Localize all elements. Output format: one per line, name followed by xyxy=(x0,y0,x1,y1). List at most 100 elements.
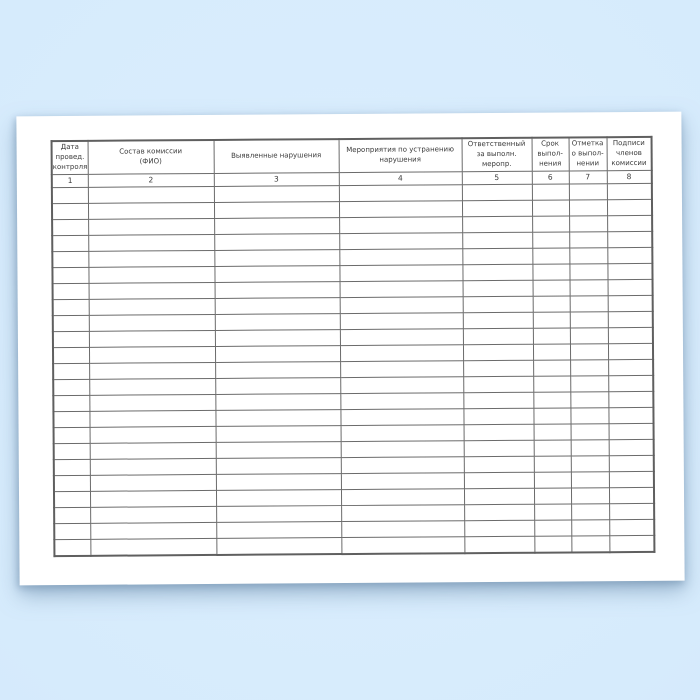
empty-cell xyxy=(216,521,342,539)
column-header-8: Подписи членов комиссии xyxy=(606,136,652,171)
empty-cell xyxy=(89,378,216,396)
empty-cell xyxy=(462,264,533,281)
empty-cell xyxy=(215,473,341,491)
empty-cell xyxy=(339,232,463,250)
empty-cell xyxy=(608,487,655,504)
empty-cell xyxy=(54,539,91,557)
empty-cell xyxy=(570,359,609,376)
empty-cell xyxy=(52,315,89,332)
empty-cell xyxy=(570,375,609,392)
empty-cell xyxy=(213,201,340,219)
empty-cell xyxy=(214,265,340,283)
empty-cell xyxy=(216,537,342,555)
empty-cell xyxy=(339,344,464,362)
document-sheet: Дата провед. контроля Состав комиссии (ФИ… xyxy=(16,111,685,586)
empty-cell xyxy=(531,199,570,217)
empty-cell xyxy=(607,247,653,264)
column-number-4: 4 xyxy=(338,171,462,186)
empty-cell xyxy=(53,411,90,428)
empty-cell xyxy=(88,314,215,332)
column-header-4: Мероприятия по устранению нарушения xyxy=(338,138,462,173)
empty-cell xyxy=(54,523,91,540)
empty-cell xyxy=(607,295,653,312)
table-row xyxy=(54,535,655,557)
empty-cell xyxy=(215,377,341,395)
empty-cell xyxy=(340,440,464,458)
empty-cell xyxy=(340,376,464,394)
empty-cell xyxy=(533,359,571,377)
empty-cell xyxy=(214,345,341,363)
empty-cell xyxy=(53,459,90,476)
empty-cell xyxy=(214,249,340,267)
empty-cell xyxy=(215,441,341,459)
empty-cell xyxy=(339,328,463,346)
empty-cell xyxy=(533,391,571,409)
empty-cell xyxy=(533,487,572,505)
empty-cell xyxy=(215,489,342,507)
empty-cell xyxy=(531,183,569,201)
empty-cell xyxy=(214,233,340,251)
empty-cell xyxy=(570,455,609,472)
empty-cell xyxy=(570,439,609,456)
empty-cell xyxy=(463,392,534,409)
empty-cell xyxy=(214,313,340,331)
empty-cell xyxy=(571,503,610,520)
empty-cell xyxy=(89,442,216,460)
empty-cell xyxy=(569,295,608,312)
empty-cell xyxy=(569,327,608,344)
empty-cell xyxy=(607,215,653,232)
empty-cell xyxy=(341,520,465,538)
empty-cell xyxy=(89,362,216,380)
empty-cell xyxy=(607,231,653,248)
empty-cell xyxy=(533,407,571,425)
empty-cell xyxy=(534,535,572,553)
empty-cell xyxy=(215,457,341,475)
empty-cell xyxy=(215,361,341,379)
empty-cell xyxy=(90,538,217,556)
empty-cell xyxy=(607,327,653,344)
column-header-6: Срок выпол- нения xyxy=(531,137,569,172)
empty-cell xyxy=(532,343,571,361)
empty-cell xyxy=(215,409,341,427)
empty-cell xyxy=(532,247,570,265)
table-header-row: Дата провед. контроля Состав комиссии (ФИ… xyxy=(51,136,652,175)
empty-cell xyxy=(532,215,570,233)
empty-cell xyxy=(462,296,533,313)
empty-cell xyxy=(88,250,215,268)
empty-cell xyxy=(89,490,217,508)
empty-cell xyxy=(608,407,654,424)
empty-cell xyxy=(608,471,654,488)
column-number-3: 3 xyxy=(213,172,339,187)
column-number-6: 6 xyxy=(531,170,569,185)
empty-cell xyxy=(87,186,214,204)
empty-cell xyxy=(568,183,607,200)
empty-cell xyxy=(464,504,535,521)
empty-cell xyxy=(340,392,464,410)
column-header-1: Дата провед. контроля xyxy=(51,140,88,175)
empty-cell xyxy=(339,280,463,298)
empty-cell xyxy=(340,360,464,378)
empty-cell xyxy=(340,408,464,426)
column-header-5: Ответственный за выполн. меропр. xyxy=(461,137,532,172)
empty-cell xyxy=(609,535,655,553)
empty-cell xyxy=(53,395,90,412)
inspection-log-table: Дата провед. контроля Состав комиссии (ФИ… xyxy=(50,135,656,558)
column-header-7: Отметка о выпол- нении xyxy=(568,137,607,171)
column-number-2: 2 xyxy=(87,173,214,188)
empty-cell xyxy=(339,312,463,330)
column-number-8: 8 xyxy=(606,170,652,184)
empty-cell xyxy=(88,298,215,316)
column-number-1: 1 xyxy=(51,174,88,188)
empty-cell xyxy=(215,393,341,411)
empty-cell xyxy=(608,423,654,440)
empty-cell xyxy=(340,424,464,442)
empty-cell xyxy=(340,472,464,490)
empty-cell xyxy=(52,331,89,348)
empty-cell xyxy=(52,219,89,236)
empty-cell xyxy=(89,458,216,476)
empty-cell xyxy=(571,519,610,536)
empty-cell xyxy=(462,328,533,345)
empty-cell xyxy=(608,375,654,392)
empty-cell xyxy=(464,520,535,537)
